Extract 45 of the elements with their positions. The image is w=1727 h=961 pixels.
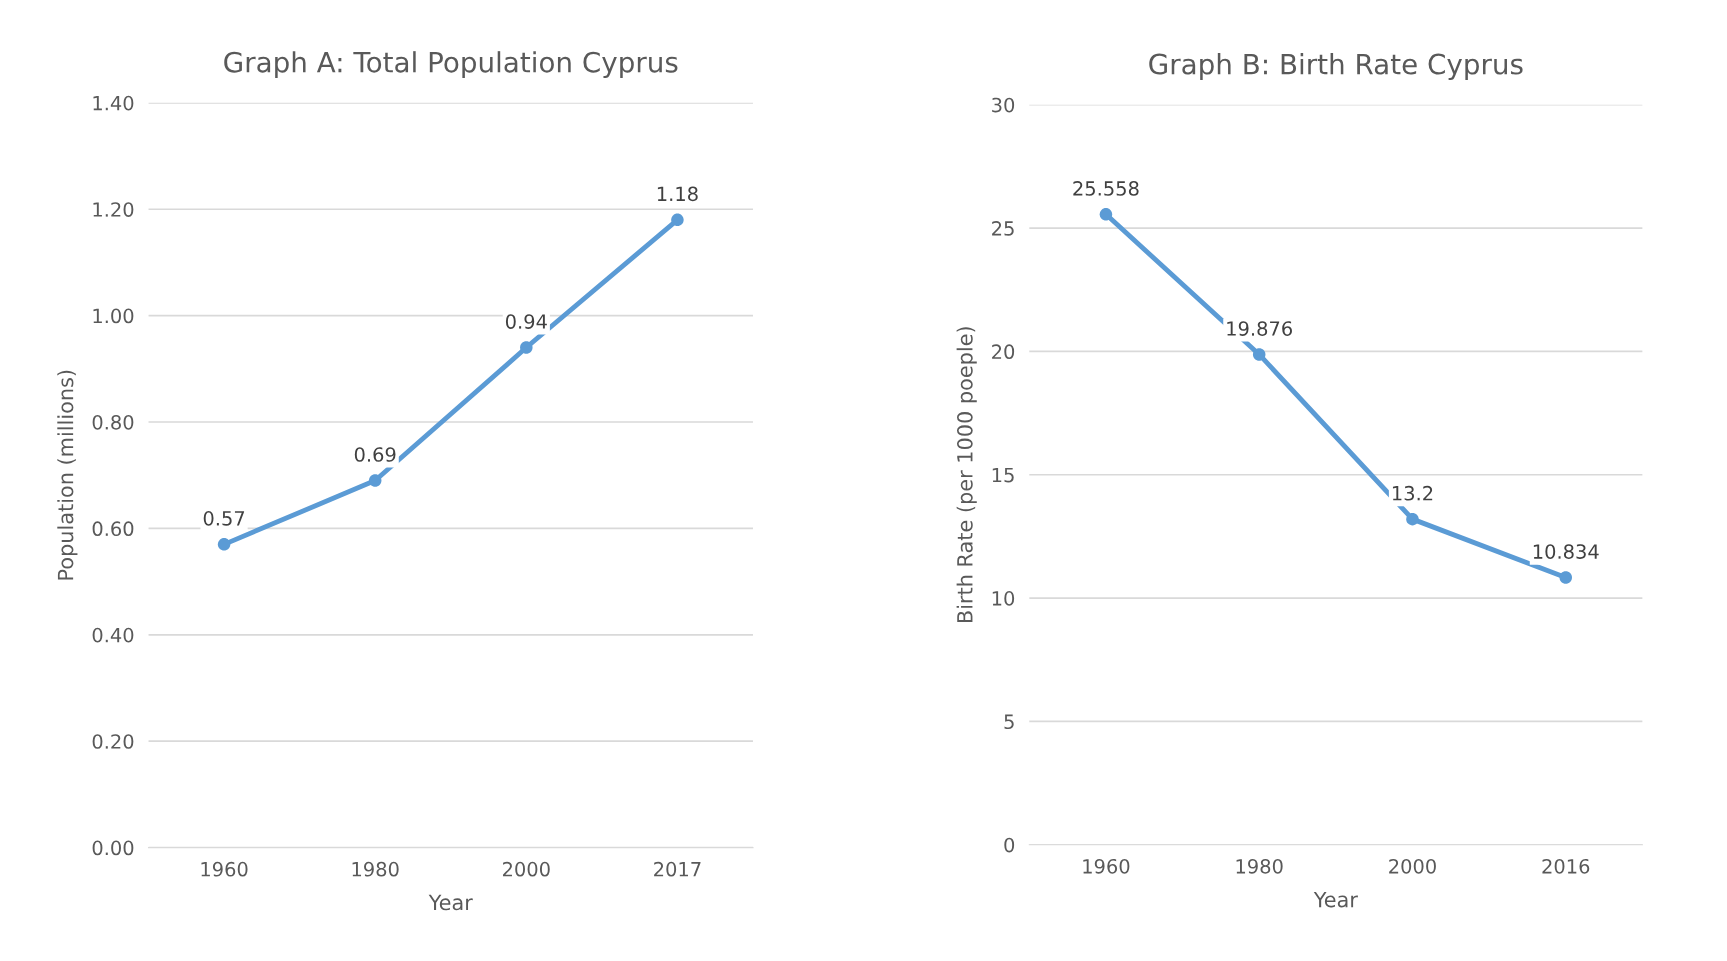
x-tick-label: 1960	[201, 861, 248, 877]
data-label: 0.94	[505, 314, 547, 329]
y-tick-label: 25	[992, 221, 1014, 236]
y-tick-label: 20	[992, 344, 1015, 360]
x-tick-label: 2000	[502, 861, 550, 877]
chart-title: Graph B: Birth Rate Cyprus	[1149, 53, 1523, 80]
point	[1099, 208, 1113, 221]
y-tick-label: 0.80	[92, 414, 134, 430]
x-axis-title: Year	[428, 894, 473, 911]
y-tick-label: 15	[992, 467, 1014, 483]
data-label: 19.876	[1227, 321, 1292, 336]
data-label: 13.2	[1392, 485, 1433, 501]
point	[1559, 571, 1572, 584]
y-tick-label: 1.20	[93, 202, 134, 217]
data-label: 25.558	[1073, 181, 1139, 196]
x-tick-label: 1960	[1083, 858, 1130, 874]
chart-title: Graph A: Total Population Cyprus	[224, 51, 678, 79]
y-axis-title: Population (millions)	[57, 370, 78, 580]
y-axis-title: Birth Rate (per 1000 poeple)	[956, 327, 977, 623]
x-axis-title: Year	[1313, 891, 1358, 908]
y-tick-label: 0.20	[92, 734, 134, 749]
point	[1406, 512, 1419, 526]
point	[671, 213, 684, 227]
y-tick-label: 0.60	[92, 521, 134, 537]
y-tick-label: 0.00	[92, 840, 134, 856]
data-label: 10.834	[1533, 544, 1599, 559]
point	[217, 538, 231, 551]
x-tick-label: 1980	[352, 861, 399, 877]
point	[1252, 348, 1266, 361]
y-tick-label: 5	[1004, 714, 1014, 730]
y-tick-label: 1.00	[93, 308, 134, 324]
x-tick-label: 2017	[654, 861, 701, 877]
y-tick-label: 0	[1004, 837, 1015, 853]
point	[368, 474, 382, 487]
point	[520, 341, 533, 354]
data-label: 1.18	[657, 186, 698, 202]
y-tick-label: 10	[992, 591, 1015, 606]
x-tick-label: 2016	[1542, 858, 1590, 874]
x-tick-label: 1980	[1236, 858, 1283, 874]
y-tick-label: 30	[992, 97, 1015, 113]
y-tick-label: 0.40	[92, 627, 134, 643]
x-tick-label: 2000	[1389, 858, 1436, 874]
data-label: 0.69	[354, 447, 396, 462]
y-tick-label: 1.40	[93, 95, 134, 111]
data-label: 0.57	[203, 511, 245, 526]
